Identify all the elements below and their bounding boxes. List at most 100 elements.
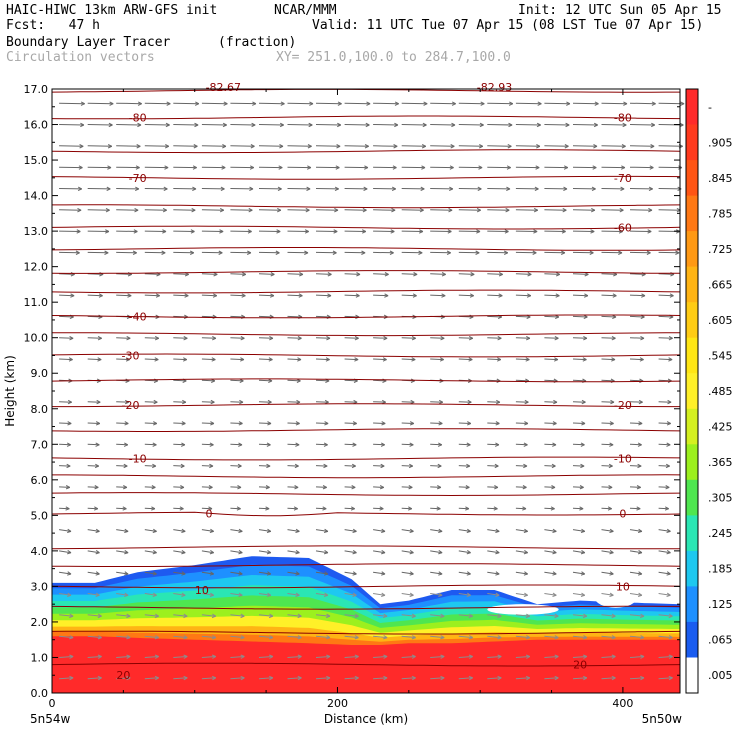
vector-head <box>555 316 560 320</box>
vector-head <box>127 293 132 297</box>
contour-label: -20 <box>614 399 632 412</box>
vector-head <box>297 615 302 619</box>
vector-shaft <box>287 677 302 680</box>
vector-head <box>268 615 274 619</box>
vector-shaft <box>258 401 272 403</box>
vector-shaft <box>287 571 300 575</box>
vector-head <box>475 252 480 255</box>
vector-head <box>479 144 484 147</box>
temperature-contour-line <box>51 149 681 154</box>
vector-head <box>183 677 188 681</box>
contour-label: 0 <box>619 508 626 521</box>
vector-head <box>476 229 481 232</box>
vector-head <box>126 675 131 679</box>
vector-head <box>76 229 81 232</box>
vector-head <box>156 273 161 277</box>
contour-label: -20 <box>122 399 140 412</box>
vector-head <box>251 124 256 128</box>
vector-head <box>509 101 514 105</box>
vector-head <box>297 656 302 659</box>
vector-shaft <box>230 315 245 318</box>
vector-head <box>551 463 556 467</box>
vector-head <box>353 380 358 383</box>
vector-head <box>440 656 445 659</box>
vector-shaft <box>373 465 385 467</box>
vector-head <box>238 571 243 575</box>
vector-head <box>181 552 186 555</box>
vector-head <box>468 337 473 341</box>
temperature-contours: -80 -80-70 -70-60-40-30-20 -20-10 -100 010 102… <box>51 81 681 682</box>
vector-head <box>210 399 215 403</box>
vector-head <box>466 463 471 467</box>
vector-shaft <box>258 614 273 617</box>
vector-head <box>69 316 74 320</box>
vector-head <box>108 124 113 128</box>
vector-head <box>581 401 586 405</box>
vector-head <box>383 335 388 339</box>
vector-head <box>468 359 473 362</box>
vector-head <box>666 549 671 554</box>
vector-head <box>394 101 399 105</box>
vector-head <box>105 209 110 213</box>
vector-shaft <box>59 102 85 105</box>
vector-head <box>497 675 502 679</box>
vector-head <box>669 293 674 297</box>
vector-head <box>295 573 300 576</box>
temperature-contour-line <box>51 378 681 383</box>
vector-head <box>220 186 225 190</box>
vector-shaft <box>87 443 100 446</box>
vector-shaft <box>116 635 131 639</box>
vector-head <box>649 167 654 170</box>
vector-shaft <box>173 273 189 275</box>
vector-head <box>591 207 596 211</box>
vector-shaft <box>59 614 74 617</box>
vector-head <box>265 506 270 510</box>
vector-head <box>498 273 503 277</box>
temperature-contour-line <box>51 270 680 274</box>
vector-head <box>135 167 140 170</box>
vector-head <box>497 635 502 639</box>
vector-head <box>593 124 598 128</box>
vector-head <box>589 252 594 255</box>
vector-shaft <box>458 529 471 532</box>
vector-head <box>526 295 531 298</box>
header-model-title: HAIC-HIWC 13km ARW-GFS init <box>6 3 218 18</box>
vector-shaft <box>430 124 456 126</box>
vector-shaft <box>287 422 300 424</box>
vector-head <box>593 145 598 149</box>
vector-head <box>153 421 158 424</box>
vector-head <box>325 380 330 383</box>
vector-shaft <box>487 614 502 617</box>
vector-shaft <box>544 401 558 403</box>
vector-shaft <box>401 635 416 639</box>
vector-head <box>636 486 641 490</box>
vector-head <box>583 654 588 657</box>
vector-shaft <box>59 124 84 126</box>
vector-head <box>527 273 532 277</box>
vector-head <box>641 295 646 298</box>
vector-head <box>184 273 189 277</box>
vector-head <box>183 635 188 639</box>
vector-head <box>181 573 186 576</box>
vector-head <box>354 637 359 640</box>
vector-head <box>565 124 570 128</box>
vector-shaft <box>401 677 416 680</box>
vector-head <box>525 359 530 362</box>
vector-shaft <box>487 529 500 532</box>
vector-shaft <box>601 422 614 424</box>
vector-head <box>166 101 171 105</box>
vector-shaft <box>315 337 331 339</box>
vector-head <box>364 165 369 169</box>
vector-head <box>439 357 444 361</box>
vector-head <box>609 423 614 426</box>
circulation-vectors <box>59 101 685 681</box>
vector-shaft <box>601 465 613 467</box>
vector-head <box>639 357 644 361</box>
vector-head <box>209 442 214 446</box>
contour-label: -60 <box>614 222 632 235</box>
vector-head <box>408 485 413 488</box>
vector-head <box>666 552 671 555</box>
vector-head <box>611 635 616 639</box>
vector-head <box>237 485 242 488</box>
vector-head <box>666 592 671 596</box>
